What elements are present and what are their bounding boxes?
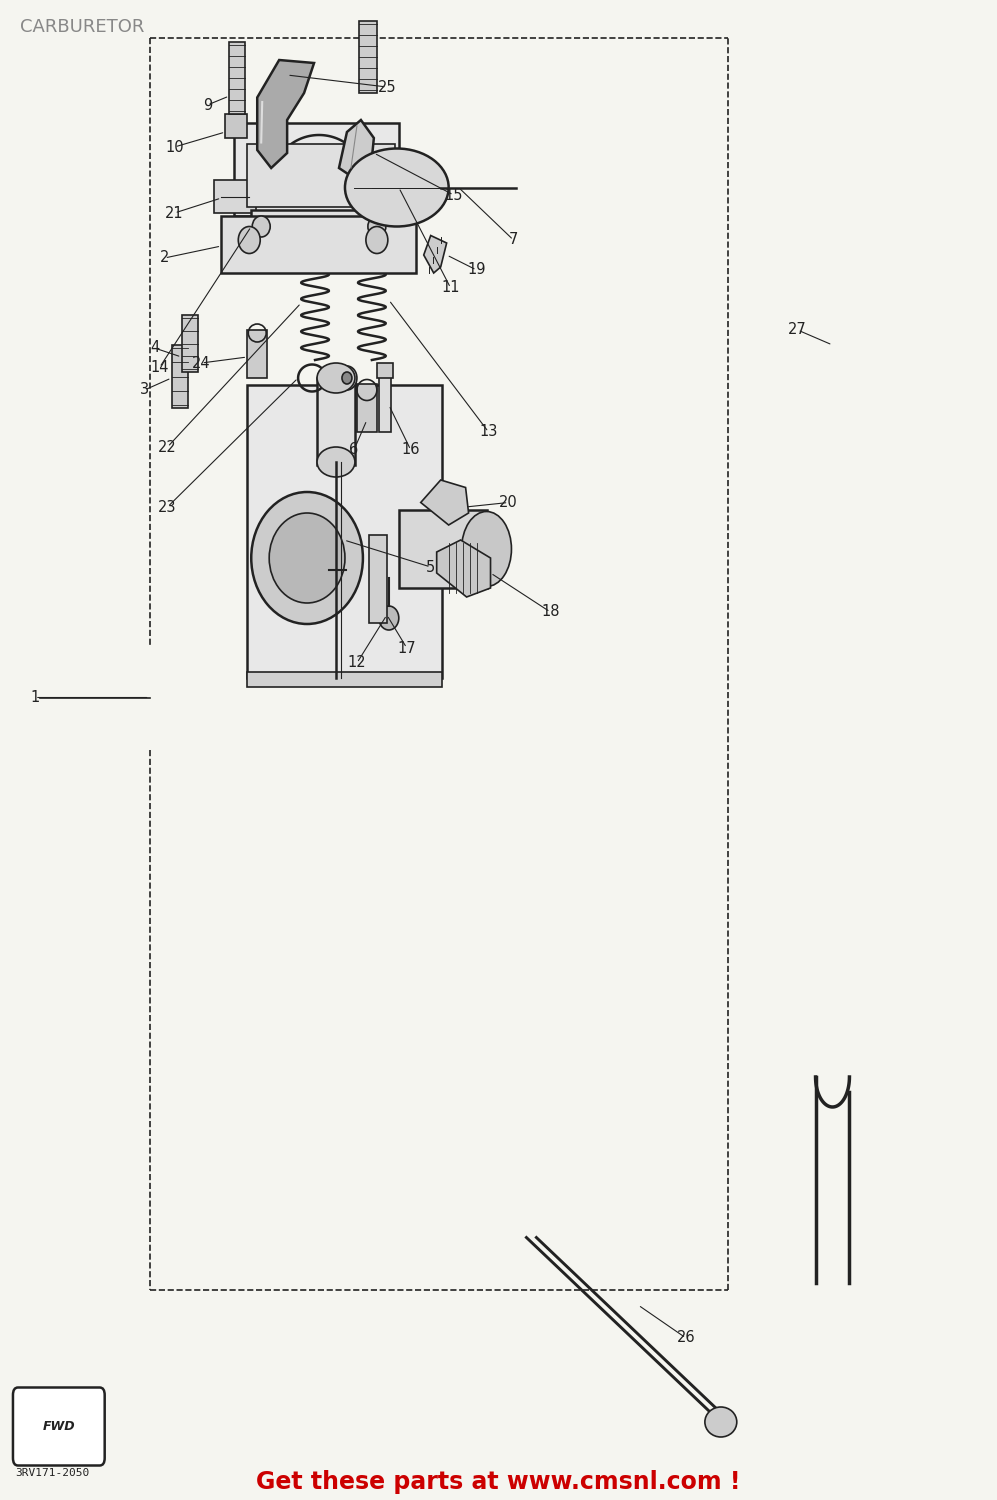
Bar	[399, 510, 487, 588]
Bar	[369, 536, 387, 622]
Text: 26: 26	[677, 1330, 695, 1346]
Text: 16: 16	[402, 442, 420, 458]
Text: 11: 11	[442, 280, 460, 296]
Text: 25: 25	[378, 80, 396, 94]
Bar	[357, 384, 377, 432]
Text: 14: 14	[151, 360, 168, 375]
Ellipse shape	[252, 216, 270, 237]
Bar	[234, 123, 399, 216]
Ellipse shape	[345, 148, 449, 226]
Text: 21: 21	[166, 206, 183, 220]
Text: 22: 22	[159, 440, 176, 454]
Ellipse shape	[705, 1407, 737, 1437]
Ellipse shape	[269, 513, 345, 603]
Text: 6: 6	[349, 442, 359, 458]
Bar	[225, 114, 247, 138]
Polygon shape	[437, 540, 491, 597]
Ellipse shape	[368, 216, 386, 237]
Polygon shape	[257, 60, 314, 168]
Text: 27: 27	[789, 322, 807, 338]
Polygon shape	[424, 236, 447, 273]
Text: 15: 15	[445, 188, 463, 202]
Bar	[247, 144, 395, 207]
Text: 9: 9	[202, 98, 212, 112]
Text: 23: 23	[159, 500, 176, 514]
Bar	[229, 42, 245, 114]
Text: Get these parts at www.cmsnl.com !: Get these parts at www.cmsnl.com !	[256, 1470, 741, 1494]
Ellipse shape	[317, 447, 355, 477]
Text: 2: 2	[160, 251, 169, 266]
Bar	[247, 330, 267, 378]
Bar	[379, 375, 391, 432]
Text: 7: 7	[508, 232, 518, 248]
Text: 19: 19	[468, 262, 486, 278]
FancyBboxPatch shape	[13, 1388, 105, 1466]
Bar	[172, 345, 188, 408]
Ellipse shape	[251, 492, 363, 624]
Text: 17: 17	[398, 640, 416, 656]
Bar	[317, 378, 355, 465]
Text: CARBURETOR: CARBURETOR	[20, 18, 145, 36]
Ellipse shape	[366, 226, 388, 254]
Text: 13: 13	[480, 424, 498, 439]
Text: 3RV171-2050: 3RV171-2050	[15, 1468, 89, 1478]
Text: 5: 5	[426, 560, 436, 574]
Bar	[182, 315, 198, 372]
Text: 18: 18	[541, 604, 559, 619]
Ellipse shape	[337, 366, 357, 390]
Ellipse shape	[379, 606, 399, 630]
Ellipse shape	[317, 363, 355, 393]
Ellipse shape	[462, 512, 511, 586]
Polygon shape	[421, 480, 469, 525]
Bar	[377, 363, 393, 378]
Text: 1: 1	[30, 690, 40, 705]
Ellipse shape	[342, 372, 352, 384]
Bar	[214, 180, 256, 213]
Text: 10: 10	[166, 140, 183, 154]
Text: FWD: FWD	[43, 1420, 75, 1432]
Text: 3: 3	[140, 382, 150, 398]
Bar	[359, 21, 377, 93]
Bar	[247, 386, 442, 678]
Text: 20: 20	[499, 495, 517, 510]
Bar	[251, 210, 386, 243]
Bar	[247, 672, 442, 687]
Text: 12: 12	[348, 656, 366, 670]
Text: 24: 24	[192, 356, 210, 370]
Text: 4: 4	[150, 340, 160, 356]
Bar	[221, 216, 416, 273]
Ellipse shape	[238, 226, 260, 254]
Polygon shape	[339, 120, 374, 180]
